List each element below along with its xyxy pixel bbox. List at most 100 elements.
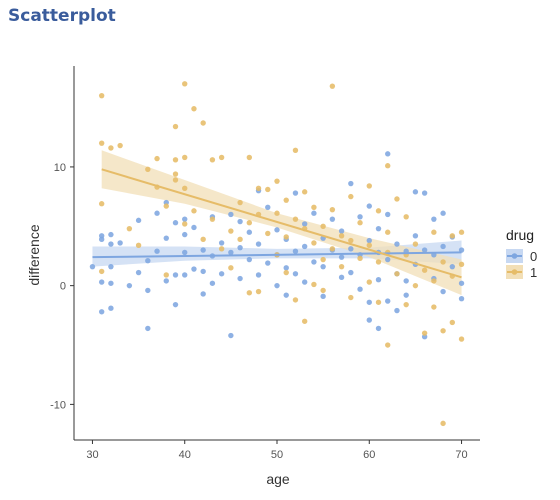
panel-heading: Scatterplot bbox=[8, 6, 116, 26]
data-point-drug-1 bbox=[320, 287, 326, 294]
data-point-drug-0 bbox=[348, 246, 354, 252]
data-point-drug-0 bbox=[357, 286, 363, 292]
data-point-drug-0 bbox=[126, 282, 133, 289]
legend-label-drug-0: 0 bbox=[530, 249, 537, 264]
data-point-drug-1 bbox=[135, 242, 142, 248]
data-point-drug-1 bbox=[163, 272, 169, 278]
data-point-drug-1 bbox=[98, 201, 105, 207]
data-point-drug-0 bbox=[228, 332, 234, 339]
data-point-drug-1 bbox=[283, 269, 289, 276]
data-point-drug-0 bbox=[301, 243, 308, 250]
data-point-drug-1 bbox=[200, 236, 206, 243]
data-point-drug-0 bbox=[311, 259, 317, 265]
data-point-drug-1 bbox=[366, 279, 372, 285]
data-point-drug-0 bbox=[366, 237, 372, 244]
data-point-drug-0 bbox=[338, 228, 345, 234]
data-point-drug-1 bbox=[440, 328, 446, 334]
data-point-drug-0 bbox=[145, 287, 151, 294]
data-point-drug-1 bbox=[218, 154, 225, 161]
trend-line-drug-0 bbox=[92, 251, 462, 259]
data-point-drug-0 bbox=[191, 224, 197, 231]
data-point-drug-0 bbox=[385, 256, 391, 263]
data-point-drug-1 bbox=[200, 120, 206, 126]
data-point-drug-0 bbox=[228, 211, 234, 218]
data-point-drug-1 bbox=[255, 288, 262, 295]
data-point-drug-1 bbox=[366, 242, 372, 248]
y-tick-label: -10 bbox=[50, 399, 66, 411]
data-point-drug-1 bbox=[98, 268, 105, 275]
data-point-drug-1 bbox=[403, 214, 409, 220]
data-point-drug-1 bbox=[375, 208, 382, 214]
data-point-drug-0 bbox=[163, 235, 169, 241]
legend-items: 01 bbox=[506, 249, 537, 280]
data-point-drug-1 bbox=[274, 210, 280, 216]
data-point-drug-0 bbox=[135, 269, 142, 276]
data-point-drug-0 bbox=[394, 241, 400, 247]
data-point-drug-0 bbox=[311, 210, 317, 216]
x-axis-ticks: 30 40 50 60 70 bbox=[86, 440, 468, 461]
data-point-drug-1 bbox=[301, 318, 308, 324]
data-point-drug-1 bbox=[209, 157, 216, 163]
data-point-drug-0 bbox=[274, 282, 280, 289]
data-point-drug-0 bbox=[421, 190, 428, 196]
data-point-drug-1 bbox=[320, 223, 326, 229]
data-point-drug-0 bbox=[145, 325, 151, 332]
data-point-drug-1 bbox=[385, 163, 391, 169]
trend-line-drug-1 bbox=[101, 168, 462, 279]
data-point-drug-1 bbox=[246, 220, 253, 226]
data-point-drug-0 bbox=[292, 271, 299, 277]
data-point-drug-0 bbox=[449, 263, 456, 270]
data-point-drug-0 bbox=[135, 217, 142, 224]
data-point-drug-0 bbox=[403, 292, 409, 298]
data-point-drug-0 bbox=[255, 272, 262, 278]
data-point-drug-1 bbox=[283, 234, 289, 240]
data-point-drug-1 bbox=[431, 278, 437, 284]
data-point-drug-0 bbox=[301, 279, 308, 285]
data-point-drug-0 bbox=[385, 151, 391, 157]
data-point-drug-0 bbox=[108, 263, 114, 270]
data-point-drug-0 bbox=[357, 214, 363, 220]
data-point-drug-1 bbox=[301, 189, 308, 195]
y-axis-ticks: -10 0 10 bbox=[50, 162, 74, 411]
data-point-drug-0 bbox=[172, 220, 179, 226]
data-point-drug-0 bbox=[412, 189, 419, 195]
data-point-drug-0 bbox=[154, 248, 160, 254]
data-point-drug-1 bbox=[283, 197, 289, 203]
data-point-drug-1 bbox=[172, 157, 179, 163]
data-point-drug-1 bbox=[311, 281, 317, 288]
data-point-drug-0 bbox=[385, 298, 391, 304]
data-point-drug-0 bbox=[329, 216, 336, 222]
data-point-drug-0 bbox=[218, 240, 225, 246]
data-point-drug-0 bbox=[182, 249, 188, 256]
data-point-drug-1 bbox=[403, 301, 409, 308]
data-point-drug-0 bbox=[301, 221, 308, 227]
data-point-drug-1 bbox=[366, 183, 372, 189]
x-tick-label: 70 bbox=[455, 449, 467, 461]
data-point-drug-0 bbox=[182, 216, 188, 222]
data-point-drug-1 bbox=[311, 240, 317, 246]
data-point-drug-0 bbox=[172, 301, 179, 308]
data-point-drug-0 bbox=[209, 280, 216, 286]
data-point-drug-0 bbox=[292, 248, 299, 254]
data-point-drug-0 bbox=[338, 254, 345, 260]
data-point-drug-1 bbox=[98, 92, 105, 99]
data-point-drug-0 bbox=[348, 269, 354, 276]
data-point-drug-1 bbox=[154, 155, 160, 162]
data-point-drug-0 bbox=[108, 305, 114, 311]
x-tick-label: 40 bbox=[179, 449, 191, 461]
data-point-drug-1 bbox=[191, 106, 197, 112]
data-point-drug-1 bbox=[255, 185, 262, 191]
data-point-drug-0 bbox=[145, 258, 151, 264]
y-tick-label: 10 bbox=[54, 162, 66, 174]
data-point-drug-0 bbox=[440, 210, 446, 216]
data-point-drug-0 bbox=[108, 231, 114, 238]
data-point-drug-1 bbox=[385, 229, 391, 235]
data-point-drug-1 bbox=[237, 236, 243, 243]
data-point-drug-0 bbox=[440, 243, 446, 250]
data-point-drug-1 bbox=[246, 154, 253, 161]
data-point-drug-1 bbox=[172, 171, 179, 177]
data-point-drug-1 bbox=[338, 263, 345, 270]
data-point-drug-0 bbox=[172, 272, 179, 278]
data-point-drug-1 bbox=[191, 208, 197, 214]
data-point-drug-0 bbox=[200, 247, 206, 253]
